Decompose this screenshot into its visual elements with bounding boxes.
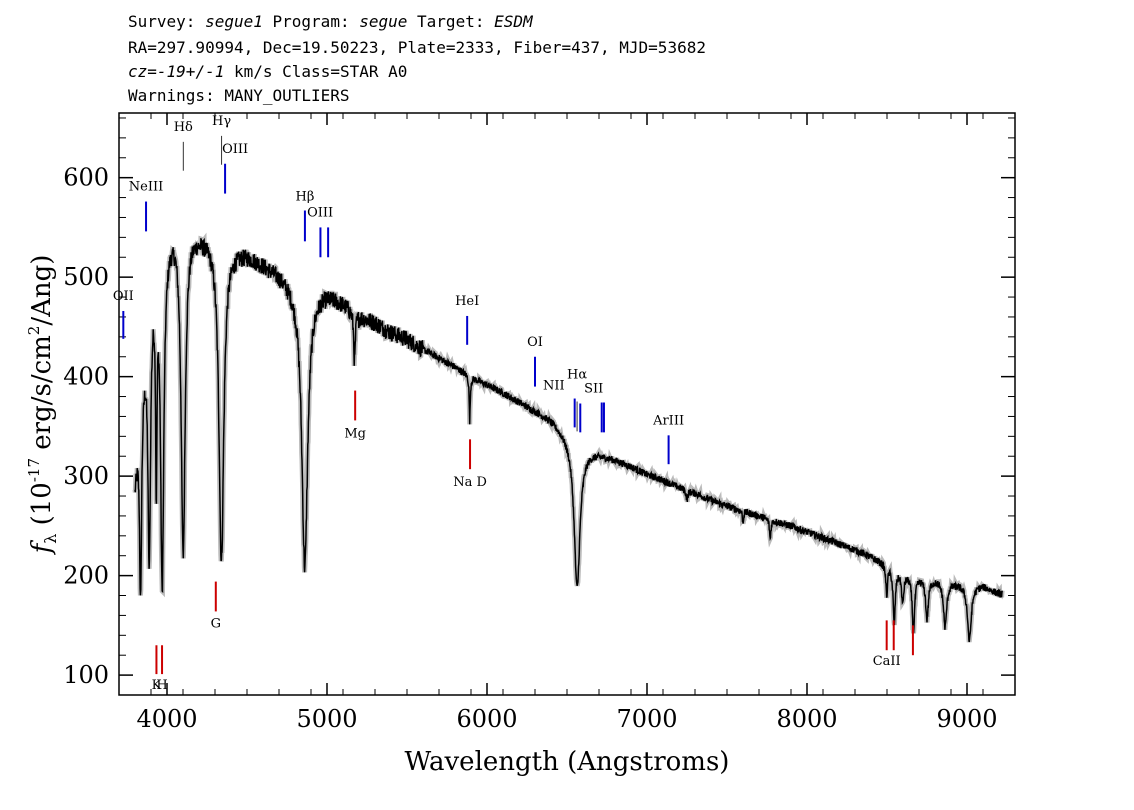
line-label: G bbox=[211, 616, 221, 631]
y-tick-label: 600 bbox=[63, 164, 109, 192]
header-line-3: cz=-19+/-1 km/s Class=STAR A0 bbox=[128, 62, 407, 82]
line-label: Hβ bbox=[295, 190, 314, 205]
line-label: CaII bbox=[873, 654, 901, 669]
line-label: OII bbox=[113, 289, 134, 304]
line-label: NII bbox=[543, 379, 565, 394]
x-tick-label: 4000 bbox=[136, 705, 197, 733]
plot-frame bbox=[118, 112, 1016, 696]
cz-unit: km/s bbox=[233, 62, 273, 81]
header-line-1: Survey: segue1 Program: segue Target: ES… bbox=[128, 12, 533, 32]
spectrum-line bbox=[134, 237, 1003, 643]
y-tick-label: 100 bbox=[63, 661, 109, 689]
line-label: Hδ bbox=[174, 120, 193, 135]
cz-label: cz= bbox=[128, 62, 157, 81]
x-tick-label: 6000 bbox=[456, 705, 517, 733]
x-axis-label: Wavelength (Angstroms) bbox=[405, 747, 730, 777]
program-label: Program: bbox=[272, 12, 350, 31]
line-label: HeI bbox=[455, 294, 479, 309]
y-tick-label: 500 bbox=[63, 263, 109, 291]
class-label: Class=STAR A0 bbox=[282, 62, 408, 81]
x-tick-label: 5000 bbox=[296, 705, 357, 733]
x-tick-label: 9000 bbox=[936, 705, 997, 733]
line-label: Mg bbox=[344, 426, 366, 441]
header-line-4: Warnings: MANY_OUTLIERS bbox=[128, 86, 350, 105]
header-line-2: RA=297.90994, Dec=19.50223, Plate=2333, … bbox=[128, 38, 706, 57]
line-label: H bbox=[156, 678, 167, 693]
target-label: Target: bbox=[417, 12, 485, 31]
y-tick-label: 400 bbox=[63, 363, 109, 391]
survey-label: Survey: bbox=[128, 12, 196, 31]
line-label: OIII bbox=[307, 205, 333, 220]
line-label: Hα bbox=[567, 368, 587, 383]
line-label: SII bbox=[584, 382, 603, 397]
axis-tick-labels: 4000 5000 6000 7000 8000 9000 100 200 300 400 500 6… bbox=[63, 164, 997, 733]
line-label: Na D bbox=[453, 475, 487, 490]
line-label: Hγ bbox=[212, 114, 231, 129]
y-axis-label: fλ (10-17 erg/s/cm2/Ang) bbox=[25, 255, 60, 556]
y-tick-label: 200 bbox=[63, 562, 109, 590]
x-tick-label: 8000 bbox=[776, 705, 837, 733]
line-label: NeIII bbox=[129, 180, 163, 195]
cz-value: -19+/-1 bbox=[156, 62, 225, 81]
line-label: OI bbox=[527, 335, 543, 350]
x-tick-label: 7000 bbox=[616, 705, 677, 733]
line-label: OIII bbox=[222, 142, 248, 157]
error-band bbox=[132, 232, 1005, 643]
line-label: K bbox=[152, 678, 162, 693]
line-label: ArIII bbox=[652, 413, 684, 428]
y-tick-label: 300 bbox=[63, 462, 109, 490]
survey-value: segue1 bbox=[205, 12, 263, 31]
program-value: segue bbox=[359, 12, 408, 31]
target-value: ESDM bbox=[494, 12, 533, 31]
axis-ticks bbox=[118, 113, 1016, 695]
